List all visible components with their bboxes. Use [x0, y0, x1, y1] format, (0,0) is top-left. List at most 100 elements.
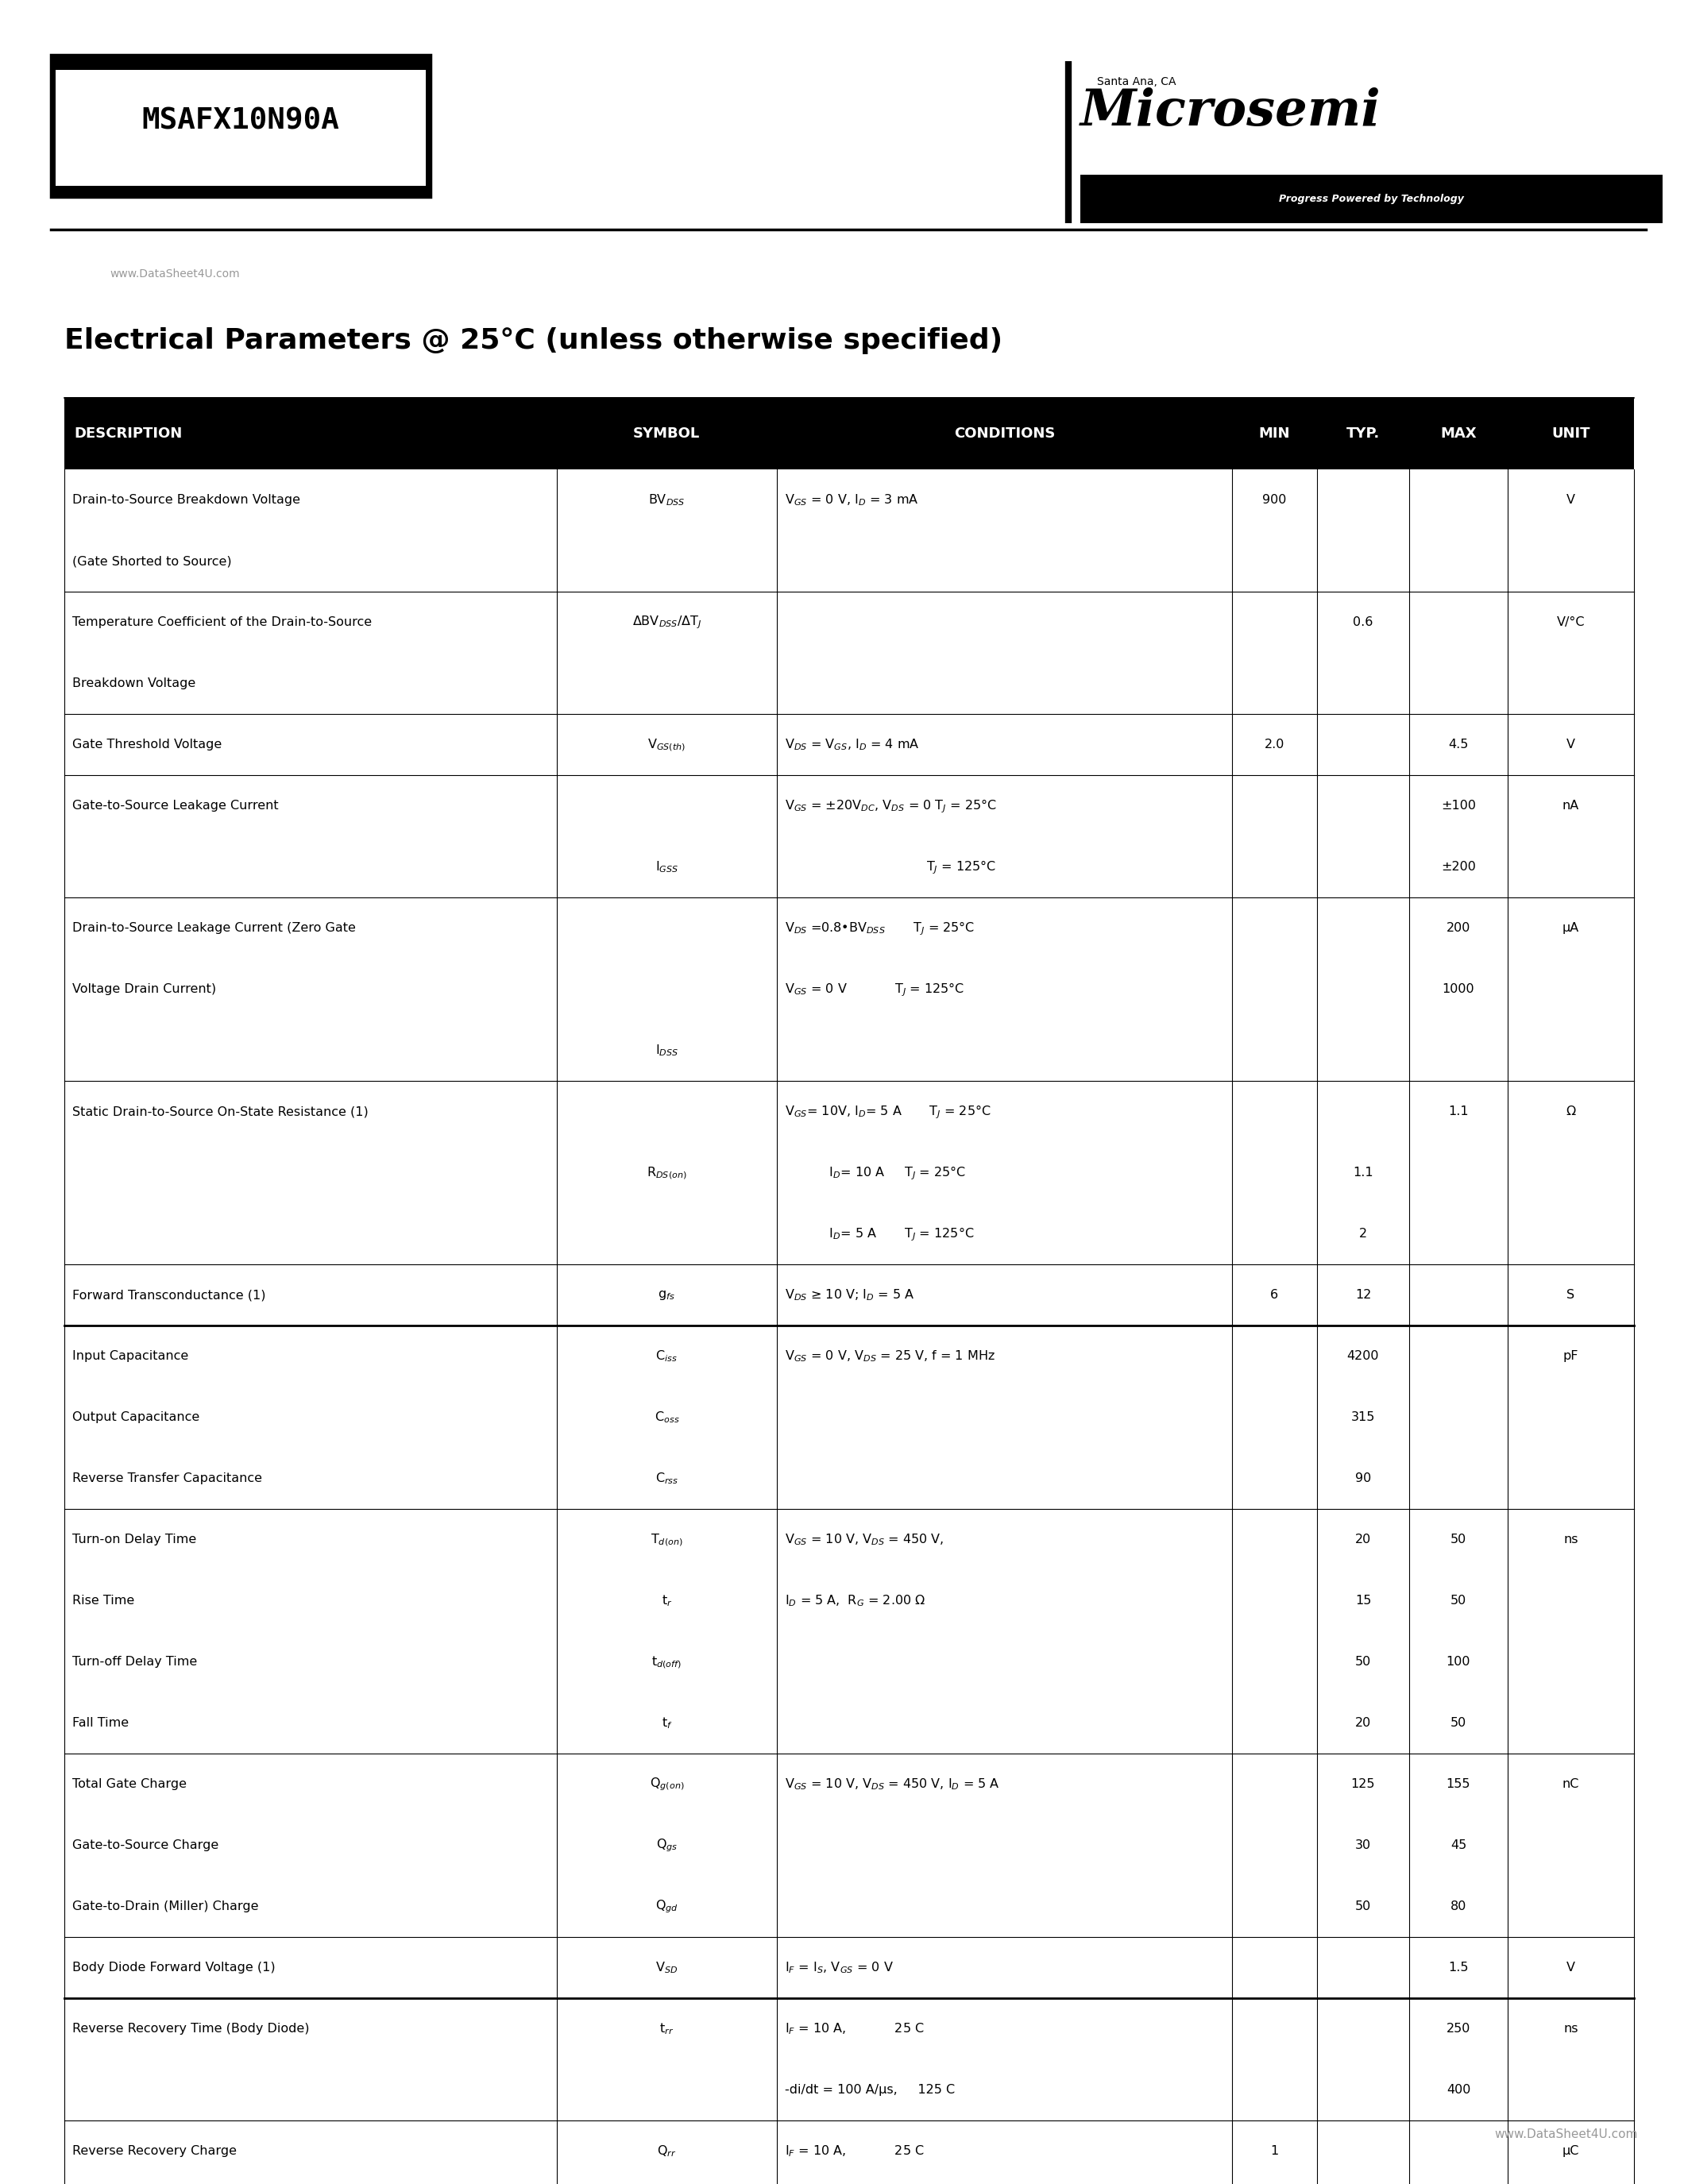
- Text: 1: 1: [1271, 2145, 1278, 2158]
- Bar: [1080, 175, 1663, 223]
- Text: www.DataSheet4U.com: www.DataSheet4U.com: [110, 269, 240, 280]
- Text: I$_D$= 10 A     T$_J$ = 25°C: I$_D$= 10 A T$_J$ = 25°C: [785, 1164, 966, 1182]
- Text: Turn-on Delay Time: Turn-on Delay Time: [73, 1533, 197, 1546]
- Text: S: S: [1566, 1289, 1575, 1302]
- Text: I$_F$ = I$_S$, V$_{GS}$ = 0 V: I$_F$ = I$_S$, V$_{GS}$ = 0 V: [785, 1961, 893, 1974]
- Text: 2.0: 2.0: [1264, 738, 1285, 751]
- Text: V$_{GS}$ = ±20V$_{DC}$, V$_{DS}$ = 0 T$_J$ = 25°C: V$_{GS}$ = ±20V$_{DC}$, V$_{DS}$ = 0 T$_…: [785, 797, 998, 815]
- Text: MAX: MAX: [1440, 426, 1477, 441]
- Text: Temperature Coefficient of the Drain-to-Source: Temperature Coefficient of the Drain-to-…: [73, 616, 371, 629]
- Text: I$_D$ = 5 A,  R$_G$ = 2.00 Ω: I$_D$ = 5 A, R$_G$ = 2.00 Ω: [785, 1594, 925, 1607]
- Text: V: V: [1566, 494, 1575, 507]
- Text: Output Capacitance: Output Capacitance: [73, 1411, 199, 1424]
- Text: Forward Transconductance (1): Forward Transconductance (1): [73, 1289, 267, 1302]
- Text: 900: 900: [1263, 494, 1286, 507]
- Text: 20: 20: [1355, 1533, 1371, 1546]
- Bar: [56, 70, 425, 186]
- Text: Q$_{gd}$: Q$_{gd}$: [655, 1898, 679, 1915]
- Text: Rise Time: Rise Time: [73, 1594, 135, 1607]
- Text: ±100: ±100: [1442, 799, 1475, 812]
- Text: T$_{d(on)}$: T$_{d(on)}$: [650, 1531, 684, 1548]
- Text: 200: 200: [1447, 922, 1470, 935]
- Text: 1.1: 1.1: [1352, 1166, 1374, 1179]
- Text: 20: 20: [1355, 1717, 1371, 1730]
- Text: Q$_{rr}$: Q$_{rr}$: [657, 2145, 677, 2158]
- Text: ΔBV$_{DSS}$/ΔT$_J$: ΔBV$_{DSS}$/ΔT$_J$: [631, 614, 702, 631]
- Text: 250: 250: [1447, 2022, 1470, 2035]
- Text: g$_{fs}$: g$_{fs}$: [658, 1289, 675, 1302]
- Text: 45: 45: [1450, 1839, 1467, 1852]
- Text: Q$_{g(on)}$: Q$_{g(on)}$: [650, 1776, 684, 1793]
- Text: 100: 100: [1447, 1655, 1470, 1669]
- Text: pF: pF: [1563, 1350, 1578, 1363]
- Text: 315: 315: [1350, 1411, 1376, 1424]
- Text: Input Capacitance: Input Capacitance: [73, 1350, 189, 1363]
- Text: Reverse Transfer Capacitance: Reverse Transfer Capacitance: [73, 1472, 262, 1485]
- Text: ns: ns: [1563, 1533, 1578, 1546]
- Text: 155: 155: [1447, 1778, 1470, 1791]
- Text: 30: 30: [1355, 1839, 1371, 1852]
- Text: V$_{GS}$ = 0 V, V$_{DS}$ = 25 V, f = 1 MHz: V$_{GS}$ = 0 V, V$_{DS}$ = 25 V, f = 1 M…: [785, 1350, 996, 1363]
- Text: Gate-to-Source Charge: Gate-to-Source Charge: [73, 1839, 219, 1852]
- Text: DESCRIPTION: DESCRIPTION: [74, 426, 182, 441]
- Text: t$_r$: t$_r$: [662, 1594, 672, 1607]
- Text: MIN: MIN: [1259, 426, 1290, 441]
- Text: UNIT: UNIT: [1551, 426, 1590, 441]
- Text: 50: 50: [1355, 1900, 1371, 1913]
- Text: 50: 50: [1450, 1533, 1467, 1546]
- Text: μC: μC: [1561, 2145, 1580, 2158]
- Text: Static Drain-to-Source On-State Resistance (1): Static Drain-to-Source On-State Resistan…: [73, 1105, 368, 1118]
- Text: Q$_{gs}$: Q$_{gs}$: [657, 1837, 677, 1854]
- Text: SYMBOL: SYMBOL: [633, 426, 701, 441]
- Text: V: V: [1566, 738, 1575, 751]
- Text: t$_f$: t$_f$: [662, 1717, 672, 1730]
- Text: www.DataSheet4U.com: www.DataSheet4U.com: [1494, 2129, 1637, 2140]
- Bar: [51, 55, 430, 197]
- Text: V$_{GS}$ = 0 V, I$_D$ = 3 mA: V$_{GS}$ = 0 V, I$_D$ = 3 mA: [785, 494, 918, 507]
- Text: T$_J$ = 125°C: T$_J$ = 125°C: [785, 858, 996, 876]
- Text: Electrical Parameters @ 25°C (unless otherwise specified): Electrical Parameters @ 25°C (unless oth…: [64, 328, 1003, 354]
- Text: 50: 50: [1450, 1717, 1467, 1730]
- Text: BV$_{DSS}$: BV$_{DSS}$: [648, 494, 685, 507]
- Text: nC: nC: [1561, 1778, 1580, 1791]
- Text: 1.1: 1.1: [1448, 1105, 1469, 1118]
- Text: 80: 80: [1450, 1900, 1467, 1913]
- Text: Fall Time: Fall Time: [73, 1717, 128, 1730]
- Text: Gate-to-Drain (Miller) Charge: Gate-to-Drain (Miller) Charge: [73, 1900, 258, 1913]
- Text: TYP.: TYP.: [1347, 426, 1379, 441]
- Bar: [64, 397, 1634, 470]
- Text: Gate-to-Source Leakage Current: Gate-to-Source Leakage Current: [73, 799, 279, 812]
- Text: V/°C: V/°C: [1556, 616, 1585, 629]
- Text: Total Gate Charge: Total Gate Charge: [73, 1778, 187, 1791]
- Text: V$_{GS(th)}$: V$_{GS(th)}$: [648, 736, 685, 753]
- Text: 4.5: 4.5: [1448, 738, 1469, 751]
- Text: 50: 50: [1355, 1655, 1371, 1669]
- Text: t$_{rr}$: t$_{rr}$: [660, 2022, 674, 2035]
- Text: V$_{DS}$ ≥ 10 V; I$_D$ = 5 A: V$_{DS}$ ≥ 10 V; I$_D$ = 5 A: [785, 1289, 915, 1302]
- Text: C$_{oss}$: C$_{oss}$: [655, 1411, 679, 1424]
- Text: MSAFX10N90A: MSAFX10N90A: [142, 107, 339, 135]
- Text: C$_{iss}$: C$_{iss}$: [655, 1350, 679, 1363]
- Text: 90: 90: [1355, 1472, 1371, 1485]
- Text: 1000: 1000: [1442, 983, 1475, 996]
- Text: Progress Powered by Technology: Progress Powered by Technology: [1280, 194, 1463, 203]
- Text: Voltage Drain Current): Voltage Drain Current): [73, 983, 216, 996]
- Text: μA: μA: [1563, 922, 1580, 935]
- Text: 2: 2: [1359, 1227, 1367, 1241]
- Text: nA: nA: [1563, 799, 1580, 812]
- Text: t$_{d(off)}$: t$_{d(off)}$: [652, 1653, 682, 1671]
- Text: (Gate Shorted to Source): (Gate Shorted to Source): [73, 555, 231, 568]
- Text: I$_F$ = 10 A,            25 C: I$_F$ = 10 A, 25 C: [785, 2145, 925, 2158]
- Text: Microsemi: Microsemi: [1080, 87, 1381, 135]
- Text: I$_{DSS}$: I$_{DSS}$: [655, 1044, 679, 1057]
- Text: V$_{SD}$: V$_{SD}$: [655, 1961, 679, 1974]
- Text: 4200: 4200: [1347, 1350, 1379, 1363]
- Text: 1.5: 1.5: [1448, 1961, 1469, 1974]
- Text: Gate Threshold Voltage: Gate Threshold Voltage: [73, 738, 223, 751]
- Text: Reverse Recovery Charge: Reverse Recovery Charge: [73, 2145, 236, 2158]
- Text: Body Diode Forward Voltage (1): Body Diode Forward Voltage (1): [73, 1961, 275, 1974]
- Text: V$_{GS}$ = 0 V            T$_J$ = 125°C: V$_{GS}$ = 0 V T$_J$ = 125°C: [785, 981, 964, 998]
- Text: ns: ns: [1563, 2022, 1578, 2035]
- Text: R$_{DS(on)}$: R$_{DS(on)}$: [647, 1164, 687, 1182]
- Text: ±200: ±200: [1442, 860, 1475, 874]
